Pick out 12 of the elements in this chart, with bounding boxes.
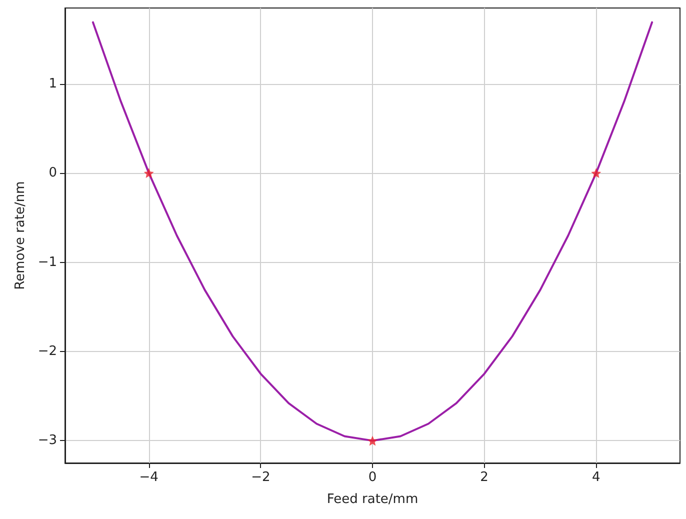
y-tick-label: 1 [48, 76, 57, 92]
y-tick-label: −2 [38, 344, 57, 359]
x-tick-label: 0 [368, 470, 377, 485]
x-tick-label: −2 [251, 470, 270, 485]
x-tick-label: 2 [480, 470, 488, 485]
y-tick-label: −1 [38, 254, 57, 270]
x-tick-label: −4 [139, 470, 158, 485]
y-tick-label: −3 [38, 433, 57, 448]
x-tick-label: 4 [592, 470, 600, 485]
x-axis-title: Feed rate/mm [326, 492, 418, 507]
y-axis-title: Remove rate/nm [12, 181, 28, 290]
y-tick-label: 0 [48, 166, 57, 181]
